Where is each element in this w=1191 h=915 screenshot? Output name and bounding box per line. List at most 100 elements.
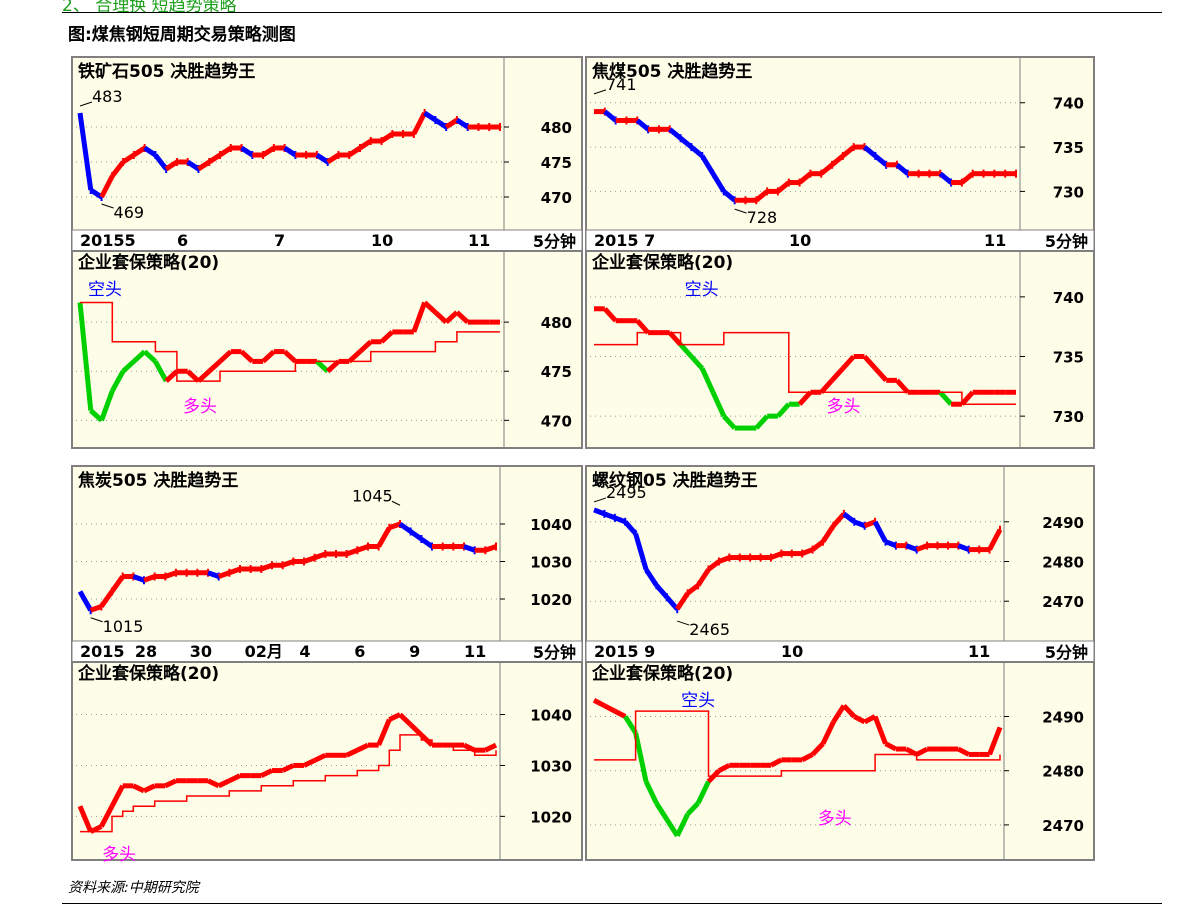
price-bar	[164, 570, 177, 579]
long-signal-label: 多头	[827, 397, 861, 417]
price-bar	[863, 519, 876, 529]
price-bar	[186, 159, 200, 172]
y-tick-label: 480	[541, 314, 572, 332]
strategy-bar	[326, 359, 341, 374]
strategy-bar	[121, 359, 136, 374]
price-bar	[811, 539, 825, 552]
stop-line	[80, 301, 500, 382]
price-bar	[358, 138, 373, 151]
price-bar	[164, 159, 179, 172]
price-bar	[957, 543, 970, 552]
strategy-bar	[281, 763, 295, 773]
price-bar	[801, 547, 814, 556]
strategy-bar	[841, 354, 856, 371]
price-bar	[261, 145, 276, 158]
strategy-bar	[810, 741, 825, 757]
extreme-leader-line	[734, 208, 747, 214]
price-bar	[770, 551, 783, 560]
price-bar	[434, 117, 448, 130]
strategy-bar	[132, 349, 147, 364]
main-chart-title: 焦炭505 决胜趋势王	[77, 470, 238, 491]
strategy-bar	[207, 359, 222, 374]
strategy-bar	[895, 378, 910, 394]
stop-line	[594, 331, 1016, 405]
y-tick-label: 740	[1053, 289, 1084, 307]
strategy-bar	[675, 812, 690, 837]
strategy-bar	[484, 742, 498, 753]
price-bar	[895, 162, 910, 176]
y-tick-label: 1020	[530, 808, 572, 826]
y-tick-label: 475	[541, 363, 572, 381]
strategy-bar	[633, 732, 649, 783]
price-bar	[820, 524, 836, 544]
section-header-fragment: 2、 合理换 短趋势策略	[62, 0, 1162, 12]
strategy-bar	[699, 367, 716, 394]
strategy-bar	[842, 703, 857, 719]
price-bar	[754, 189, 769, 203]
price-bar	[228, 566, 241, 576]
strategy-bar	[358, 339, 373, 354]
strategy-bar	[820, 720, 836, 745]
price-bar	[197, 159, 211, 172]
price-bar	[388, 521, 401, 531]
x-tick-label: 2015 7	[594, 231, 655, 250]
price-bar	[419, 536, 434, 549]
price-bar	[831, 512, 846, 528]
strategy-bar	[398, 712, 413, 727]
price-bar	[132, 145, 146, 158]
strategy-bar	[654, 801, 669, 821]
price-bar	[696, 568, 711, 587]
price-bar	[153, 153, 169, 171]
strategy-bar	[853, 714, 866, 725]
strategy-bar	[613, 708, 627, 719]
x-tick-label: 2015 9	[594, 642, 655, 661]
strategy-bar	[769, 757, 783, 768]
price-bar	[411, 111, 427, 136]
price-bar	[830, 153, 845, 167]
strategy-bar	[89, 824, 103, 834]
strategy-bar	[164, 369, 179, 383]
strategy-bar	[422, 300, 438, 315]
x-tick-label: 9	[409, 642, 420, 661]
x-tick-label: 20155	[80, 231, 136, 250]
strategy-bar	[347, 349, 362, 364]
strategy-bar	[132, 783, 146, 794]
x-tick-label: 4	[299, 642, 310, 661]
price-bar	[987, 528, 1003, 551]
extreme-label: 1045	[352, 486, 393, 505]
strategy-bar	[635, 319, 650, 335]
x-tick-label: 2015	[80, 642, 125, 661]
price-bar	[633, 533, 649, 571]
x-tick-label: 7	[274, 231, 285, 250]
stop-line	[594, 710, 1001, 777]
y-tick-label: 470	[541, 189, 572, 207]
price-bar	[207, 152, 222, 165]
extreme-leader-line	[79, 101, 93, 107]
sub-chart-title: 企业套保策略(20)	[77, 252, 219, 273]
y-tick-label: 480	[541, 119, 572, 137]
price-bar	[398, 521, 413, 534]
y-tick-label: 470	[541, 412, 572, 430]
price-bar	[409, 529, 423, 542]
price-bar	[109, 575, 125, 593]
x-tick-label: 11	[984, 231, 1006, 250]
strategy-bar	[217, 778, 231, 789]
sub-chart-title: 企业套保策略(20)	[591, 663, 733, 684]
x-tick-label: 30	[190, 642, 212, 661]
long-signal-label: 多头	[183, 397, 217, 417]
price-bar	[326, 152, 340, 165]
strategy-bar	[239, 349, 254, 364]
figure-title: 图:煤焦钢短周期交易策略测图	[68, 25, 296, 45]
price-bar	[603, 109, 618, 123]
price-bar	[143, 145, 157, 158]
top-rule	[62, 12, 1162, 13]
strategy-bar	[388, 712, 402, 722]
strategy-bar	[667, 330, 683, 347]
strategy-bar	[602, 307, 618, 323]
price-bar	[668, 127, 683, 141]
price-bar	[706, 559, 721, 572]
strategy-bar	[408, 722, 424, 737]
y-tick-label: 735	[1053, 139, 1084, 157]
chart-panel-frame	[71, 56, 583, 449]
